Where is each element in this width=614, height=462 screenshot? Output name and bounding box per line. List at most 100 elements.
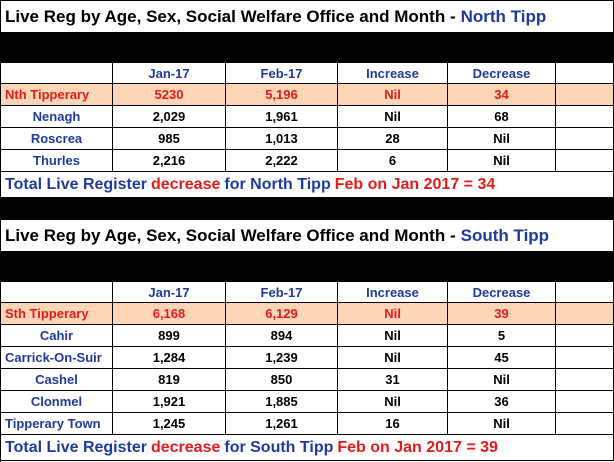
north-total-row: Nth Tipperary 5230 5,196 Nil 34 bbox=[1, 84, 614, 106]
office-feb: 1,261 bbox=[226, 413, 338, 435]
office-increase: Nil bbox=[338, 347, 448, 369]
office-decrease: 36 bbox=[448, 391, 556, 413]
north-header-extra bbox=[556, 63, 614, 84]
table-row: Clonmel 1,921 1,885 Nil 36 bbox=[1, 391, 614, 413]
office-jan: 819 bbox=[113, 369, 226, 391]
office-feb: 1,885 bbox=[226, 391, 338, 413]
office-decrease: Nil bbox=[448, 128, 556, 150]
north-header-decrease: Decrease bbox=[448, 63, 556, 84]
north-header-blank bbox=[1, 63, 113, 84]
office-feb: 850 bbox=[226, 369, 338, 391]
south-header-feb: Feb-17 bbox=[226, 282, 338, 303]
table-row: Cashel 819 850 31 Nil bbox=[1, 369, 614, 391]
south-total-extra bbox=[556, 303, 614, 325]
office-increase: 31 bbox=[338, 369, 448, 391]
office-label: Cashel bbox=[1, 369, 113, 391]
office-feb: 2,222 bbox=[226, 150, 338, 172]
south-header-increase: Increase bbox=[338, 282, 448, 303]
office-decrease: 45 bbox=[448, 347, 556, 369]
office-increase: Nil bbox=[338, 325, 448, 347]
office-label: Cahir bbox=[1, 325, 113, 347]
south-title-region: South Tipp bbox=[460, 225, 550, 245]
office-extra bbox=[556, 369, 614, 391]
office-extra bbox=[556, 150, 614, 172]
north-total-jan: 5230 bbox=[113, 84, 226, 106]
table-row: Roscrea 985 1,013 28 Nil bbox=[1, 128, 614, 150]
south-total-jan: 6,168 bbox=[113, 303, 226, 325]
table-row: Carrick-On-Suir 1,284 1,239 Nil 45 bbox=[1, 347, 614, 369]
south-summary-part1: Total Live Register bbox=[5, 438, 147, 456]
office-extra bbox=[556, 347, 614, 369]
south-header-row: Jan-17 Feb-17 Increase Decrease bbox=[1, 282, 614, 303]
office-increase: 16 bbox=[338, 413, 448, 435]
south-summary: Total Live Register decrease for South T… bbox=[1, 435, 614, 461]
office-extra bbox=[556, 391, 614, 413]
north-summary-part3: for North Tipp bbox=[224, 175, 331, 193]
office-feb: 1,239 bbox=[226, 347, 338, 369]
south-header-decrease: Decrease bbox=[448, 282, 556, 303]
north-total-feb: 5,196 bbox=[226, 84, 338, 106]
office-increase: 6 bbox=[338, 150, 448, 172]
section-divider bbox=[1, 198, 614, 220]
north-total-decrease: 34 bbox=[448, 84, 556, 106]
office-jan: 1,245 bbox=[113, 413, 226, 435]
south-total-row: Sth Tipperary 6,168 6,129 Nil 39 bbox=[1, 303, 614, 325]
office-label: Tipperary Town bbox=[1, 413, 113, 435]
office-jan: 1,921 bbox=[113, 391, 226, 413]
south-header-jan: Jan-17 bbox=[113, 282, 226, 303]
north-summary: Total Live Register decrease for North T… bbox=[1, 172, 614, 198]
table-row: Thurles 2,216 2,222 6 Nil bbox=[1, 150, 614, 172]
office-feb: 1,961 bbox=[226, 106, 338, 128]
office-jan: 2,216 bbox=[113, 150, 226, 172]
office-decrease: Nil bbox=[448, 150, 556, 172]
south-title: Live Reg by Age, Sex, Social Welfare Off… bbox=[1, 220, 614, 252]
office-jan: 2,029 bbox=[113, 106, 226, 128]
south-total-increase: Nil bbox=[338, 303, 448, 325]
north-header-feb: Feb-17 bbox=[226, 63, 338, 84]
north-summary-part2: decrease bbox=[150, 175, 221, 193]
north-total-label: Nth Tipperary bbox=[1, 84, 113, 106]
office-label: Clonmel bbox=[1, 391, 113, 413]
north-title-region: North Tipp bbox=[460, 6, 547, 26]
south-total-label: Sth Tipperary bbox=[1, 303, 113, 325]
north-header-increase: Increase bbox=[338, 63, 448, 84]
north-total-extra bbox=[556, 84, 614, 106]
south-summary-part4: Feb on Jan 2017 = 39 bbox=[337, 438, 498, 456]
office-jan: 985 bbox=[113, 128, 226, 150]
office-extra bbox=[556, 325, 614, 347]
south-total-decrease: 39 bbox=[448, 303, 556, 325]
north-header-row: Jan-17 Feb-17 Increase Decrease bbox=[1, 63, 614, 84]
office-decrease: 68 bbox=[448, 106, 556, 128]
office-decrease: Nil bbox=[448, 413, 556, 435]
north-black-band bbox=[1, 33, 614, 63]
table-row: Tipperary Town 1,245 1,261 16 Nil bbox=[1, 413, 614, 435]
table-row: Cahir 899 894 Nil 5 bbox=[1, 325, 614, 347]
south-title-prefix: Live Reg by Age, Sex, Social Welfare Off… bbox=[5, 225, 456, 245]
office-extra bbox=[556, 128, 614, 150]
north-summary-part4: Feb on Jan 2017 = 34 bbox=[334, 175, 496, 193]
office-increase: Nil bbox=[338, 106, 448, 128]
north-title-prefix: Live Reg by Age, Sex, Social Welfare Off… bbox=[5, 6, 456, 26]
office-extra bbox=[556, 413, 614, 435]
office-feb: 1,013 bbox=[226, 128, 338, 150]
office-jan: 899 bbox=[113, 325, 226, 347]
south-header-blank bbox=[1, 282, 113, 303]
office-increase: Nil bbox=[338, 391, 448, 413]
office-jan: 1,284 bbox=[113, 347, 226, 369]
table-row: Nenagh 2,029 1,961 Nil 68 bbox=[1, 106, 614, 128]
office-extra bbox=[556, 106, 614, 128]
office-decrease: Nil bbox=[448, 369, 556, 391]
office-label: Carrick-On-Suir bbox=[1, 347, 113, 369]
south-summary-part2: decrease bbox=[150, 438, 221, 456]
office-feb: 894 bbox=[226, 325, 338, 347]
south-black-band bbox=[1, 252, 614, 282]
north-total-increase: Nil bbox=[338, 84, 448, 106]
north-title: Live Reg by Age, Sex, Social Welfare Off… bbox=[1, 1, 614, 33]
office-label: Thurles bbox=[1, 150, 113, 172]
office-label: Roscrea bbox=[1, 128, 113, 150]
south-summary-part3: for South Tipp bbox=[224, 438, 334, 456]
south-total-feb: 6,129 bbox=[226, 303, 338, 325]
office-decrease: 5 bbox=[448, 325, 556, 347]
north-summary-part1: Total Live Register bbox=[5, 175, 147, 193]
